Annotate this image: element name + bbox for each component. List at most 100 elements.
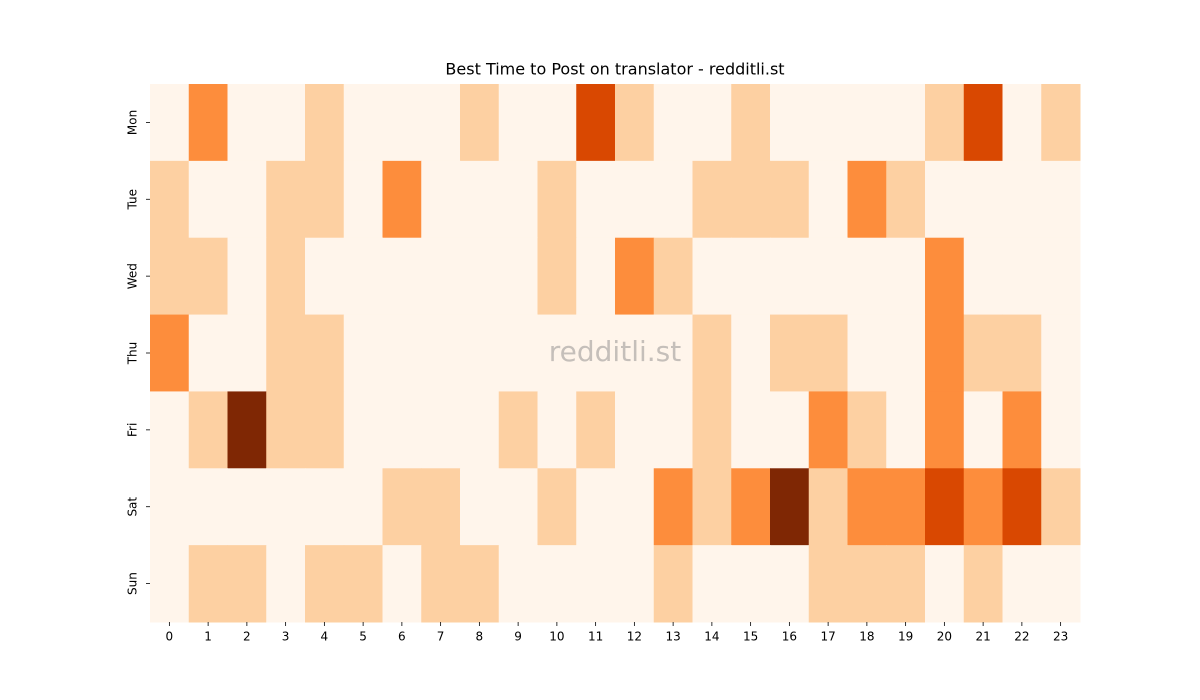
heatmap-cell — [1041, 84, 1081, 162]
heatmap-cell — [1041, 391, 1081, 469]
heatmap-cell — [1002, 468, 1042, 546]
heatmap-cell — [963, 160, 1003, 239]
heatmap-cell — [731, 391, 771, 469]
heatmap-cell — [305, 468, 345, 546]
watermark: redditli.st — [549, 335, 681, 368]
heatmap-cell — [227, 84, 267, 162]
heatmap-cell — [808, 314, 848, 392]
x-tick-label: 1 — [204, 630, 212, 644]
heatmap-cell — [770, 160, 810, 239]
heatmap-cell — [615, 391, 655, 469]
heatmap-cell — [731, 545, 771, 623]
heatmap-cell — [1041, 160, 1081, 239]
heatmap-cell — [266, 314, 306, 392]
heatmap-cell — [150, 84, 190, 162]
heatmap-cell — [963, 468, 1003, 546]
heatmap-cell — [925, 545, 965, 623]
heatmap-cell — [537, 160, 577, 239]
y-tick-label: Fri — [126, 423, 140, 437]
heatmap-cell — [498, 237, 538, 316]
heatmap-cell — [770, 545, 810, 623]
x-tick-label: 4 — [321, 630, 329, 644]
x-tick-label: 23 — [1053, 630, 1068, 644]
x-tick-label: 11 — [588, 630, 603, 644]
heatmap-cell — [770, 237, 810, 316]
heatmap-cell — [770, 314, 810, 392]
heatmap-cell — [266, 84, 306, 162]
heatmap-cell — [847, 160, 887, 239]
x-tick-label: 2 — [243, 630, 251, 644]
heatmap-cell — [382, 160, 422, 239]
heatmap-cell — [1002, 545, 1042, 623]
heatmap-cell — [150, 314, 190, 392]
heatmap-cell — [382, 314, 422, 392]
y-tick-label: Sun — [126, 572, 140, 595]
heatmap-cell — [615, 84, 655, 162]
heatmap-cell — [305, 160, 345, 239]
heatmap-cell — [537, 314, 577, 392]
heatmap-cell — [576, 237, 616, 316]
heatmap-cell — [886, 160, 926, 239]
heatmap-cell — [460, 468, 500, 546]
heatmap-cell — [382, 545, 422, 623]
heatmap-cell — [847, 84, 887, 162]
heatmap-cell — [653, 84, 693, 162]
heatmap-cell — [1041, 545, 1081, 623]
x-tick-label: 18 — [859, 630, 874, 644]
heatmap-cell — [266, 391, 306, 469]
heatmap-cell — [498, 391, 538, 469]
heatmap-cell — [421, 545, 461, 623]
heatmap-cell — [808, 391, 848, 469]
heatmap-cell — [963, 314, 1003, 392]
heatmap-cell — [886, 468, 926, 546]
x-tick-label: 12 — [627, 630, 642, 644]
heatmap-cell — [227, 391, 267, 469]
heatmap-cell — [188, 237, 228, 316]
x-tick-label: 21 — [975, 630, 990, 644]
heatmap-cell — [150, 391, 190, 469]
heatmap-cell — [305, 391, 345, 469]
heatmap-cell — [1002, 160, 1042, 239]
heatmap-cell — [305, 314, 345, 392]
heatmap-cell — [847, 468, 887, 546]
heatmap-cell — [963, 84, 1003, 162]
heatmap-cell — [576, 545, 616, 623]
heatmap-cell — [498, 545, 538, 623]
heatmap-cell — [537, 468, 577, 546]
heatmap-cell — [382, 84, 422, 162]
heatmap-cell — [886, 314, 926, 392]
heatmap-cell — [227, 314, 267, 392]
heatmap-cell — [886, 237, 926, 316]
heatmap-cell — [188, 314, 228, 392]
heatmap-cell — [460, 84, 500, 162]
heatmap-cell — [150, 545, 190, 623]
heatmap-cell — [615, 160, 655, 239]
x-tick-label: 10 — [549, 630, 564, 644]
heatmap-cell — [731, 468, 771, 546]
heatmap-cell — [227, 160, 267, 239]
heatmap-cell — [421, 237, 461, 316]
heatmap-cell — [615, 314, 655, 392]
heatmap-cell — [963, 237, 1003, 316]
x-tick-label: 7 — [437, 630, 445, 644]
y-tick-label: Thu — [126, 342, 140, 366]
heatmap-cell — [188, 84, 228, 162]
heatmap-cell — [692, 468, 732, 546]
chart-title: Best Time to Post on translator - reddit… — [445, 60, 784, 79]
heatmap-cell — [460, 314, 500, 392]
heatmap-cell — [537, 391, 577, 469]
heatmap-cell — [925, 391, 965, 469]
heatmap-cell — [886, 391, 926, 469]
x-tick-label: 9 — [514, 630, 522, 644]
y-tick-label: Wed — [126, 263, 140, 289]
heatmap-cell — [731, 314, 771, 392]
heatmap-cell — [808, 545, 848, 623]
heatmap-cell — [653, 237, 693, 316]
heatmap-cell — [188, 468, 228, 546]
heatmap-cell — [266, 468, 306, 546]
heatmap-cell — [1041, 468, 1081, 546]
heatmap-cell — [266, 160, 306, 239]
heatmap-cell — [460, 545, 500, 623]
x-tick-label: 13 — [665, 630, 680, 644]
